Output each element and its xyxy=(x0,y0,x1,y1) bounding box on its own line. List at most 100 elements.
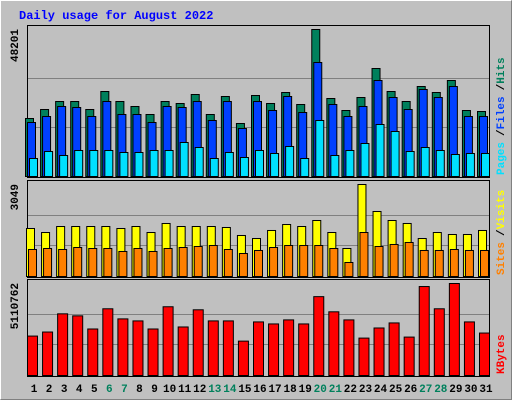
chart-title: Daily usage for August 2022 xyxy=(19,9,213,23)
bar xyxy=(314,245,324,277)
x-tick-label: 12 xyxy=(193,384,206,396)
legend: Pages/Files/Hits xyxy=(496,57,508,175)
x-tick-label: 14 xyxy=(223,384,237,396)
x-tick-label: 3 xyxy=(61,384,68,396)
legend-separator: / xyxy=(496,83,508,90)
bar xyxy=(390,130,400,178)
bar xyxy=(480,249,489,277)
y-tick-label: 3049 xyxy=(10,184,22,210)
bar xyxy=(148,250,158,278)
bar xyxy=(420,147,430,177)
legend-entry: KBytes xyxy=(496,334,508,374)
x-tick-label: 21 xyxy=(329,384,343,396)
bar xyxy=(479,332,490,377)
bar xyxy=(133,247,143,277)
bar xyxy=(208,245,218,277)
x-tick-label: 8 xyxy=(136,384,143,396)
x-tick-label: 6 xyxy=(106,384,113,396)
bar xyxy=(163,247,173,277)
bar xyxy=(373,327,385,376)
bar xyxy=(344,261,354,278)
bar xyxy=(299,245,309,277)
bar xyxy=(103,247,113,277)
x-tick-label: 25 xyxy=(389,384,403,396)
bar xyxy=(270,152,280,178)
bar xyxy=(254,249,263,277)
bar xyxy=(239,157,249,177)
bar xyxy=(162,306,174,376)
legend-entry: Hits xyxy=(496,57,508,83)
bar xyxy=(388,322,400,376)
bar xyxy=(193,246,203,278)
x-tick-label: 10 xyxy=(163,384,176,396)
bar xyxy=(74,150,84,177)
bar xyxy=(268,323,280,376)
bar xyxy=(237,340,249,377)
legend: KBytes xyxy=(496,334,508,374)
x-tick-label: 7 xyxy=(121,384,128,396)
bar xyxy=(57,313,69,376)
bar xyxy=(43,247,53,277)
bar xyxy=(179,141,189,177)
x-tick-label: 28 xyxy=(434,384,448,396)
bar xyxy=(389,243,399,277)
x-tick-label: 1 xyxy=(31,384,38,396)
x-tick-label: 24 xyxy=(374,384,388,396)
x-tick-label: 4 xyxy=(76,384,83,396)
bar xyxy=(72,315,84,376)
legend-entry: Sites xyxy=(496,242,508,275)
bar xyxy=(313,296,325,376)
x-tick-label: 2 xyxy=(46,384,53,396)
legend-entry: Files xyxy=(496,96,508,129)
bar xyxy=(448,283,460,376)
bar xyxy=(192,309,204,376)
bar xyxy=(149,150,159,177)
bar xyxy=(358,337,370,377)
bar xyxy=(450,153,460,177)
bar xyxy=(374,246,384,278)
bar xyxy=(178,247,188,277)
bar xyxy=(481,152,490,178)
bar xyxy=(27,335,38,376)
bar xyxy=(464,249,474,277)
x-tick-label: 30 xyxy=(464,384,477,396)
bar xyxy=(164,150,174,177)
bar xyxy=(300,158,310,178)
legend-separator: / xyxy=(496,129,508,136)
bar xyxy=(315,119,325,177)
x-tick-label: 22 xyxy=(344,384,357,396)
x-tick-label: 5 xyxy=(91,384,98,396)
bar xyxy=(44,151,54,178)
bar xyxy=(433,308,445,376)
x-tick-label: 29 xyxy=(449,384,462,396)
bar xyxy=(360,142,370,178)
bar xyxy=(419,249,429,277)
x-tick-label: 18 xyxy=(284,384,298,396)
bar xyxy=(359,232,369,277)
bar xyxy=(434,249,444,277)
bar xyxy=(298,323,310,376)
bar xyxy=(269,247,279,277)
bar xyxy=(207,320,219,376)
legend: Sites /Visits xyxy=(496,190,508,275)
x-tick-label: 9 xyxy=(151,384,158,396)
legend-separator: / xyxy=(496,229,508,236)
bar xyxy=(87,328,99,376)
x-tick-label: 31 xyxy=(479,384,493,396)
bar xyxy=(88,247,98,277)
bar xyxy=(435,150,445,177)
bar xyxy=(119,151,129,177)
bar xyxy=(28,248,37,278)
bar xyxy=(465,152,475,178)
bar xyxy=(117,318,129,376)
bar xyxy=(29,158,38,178)
bar xyxy=(404,241,414,277)
bar xyxy=(223,248,233,278)
bar xyxy=(343,319,355,376)
x-tick-label: 13 xyxy=(208,384,222,396)
bar xyxy=(59,154,69,177)
bar xyxy=(147,328,159,376)
bar xyxy=(222,320,234,376)
